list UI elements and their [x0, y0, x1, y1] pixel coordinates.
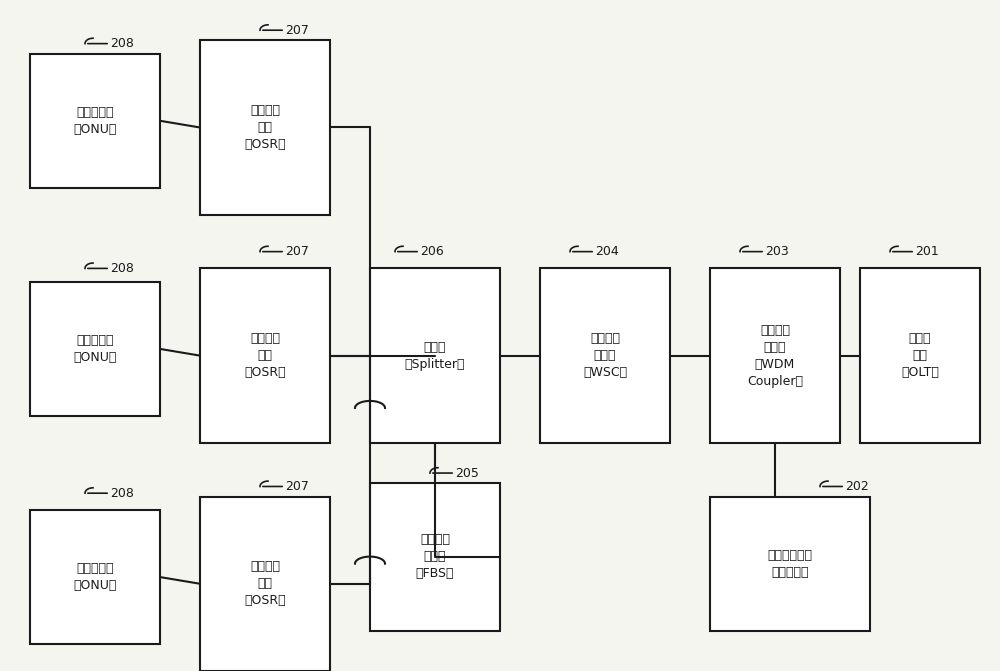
Text: 207: 207 [285, 480, 309, 493]
Text: 光网络单元
（ONU）: 光网络单元 （ONU） [73, 562, 117, 592]
FancyBboxPatch shape [200, 497, 330, 671]
FancyBboxPatch shape [540, 268, 670, 443]
Text: 光选择路
由器
（OSR）: 光选择路 由器 （OSR） [244, 560, 286, 607]
Text: 201: 201 [915, 245, 939, 258]
FancyBboxPatch shape [860, 268, 980, 443]
Text: 光线路
终端
（OLT）: 光线路 终端 （OLT） [901, 332, 939, 379]
Text: 207: 207 [285, 245, 309, 258]
Text: 光网络单元
（ONU）: 光网络单元 （ONU） [73, 106, 117, 136]
Text: 208: 208 [110, 486, 134, 500]
FancyBboxPatch shape [710, 268, 840, 443]
Text: 分支光纤
选择器
（FBS）: 分支光纤 选择器 （FBS） [416, 533, 454, 580]
Text: 光选择路
由器
（OSR）: 光选择路 由器 （OSR） [244, 104, 286, 151]
Text: 波长选择
耦合器
（WSC）: 波长选择 耦合器 （WSC） [583, 332, 627, 379]
Text: 207: 207 [285, 23, 309, 37]
Text: 光选择路
由器
（OSR）: 光选择路 由器 （OSR） [244, 332, 286, 379]
Text: 波分复用
耦合器
（WDM
Coupler）: 波分复用 耦合器 （WDM Coupler） [747, 323, 803, 388]
Text: 208: 208 [110, 262, 134, 275]
Text: 204: 204 [595, 245, 619, 258]
FancyBboxPatch shape [200, 40, 330, 215]
FancyBboxPatch shape [710, 497, 870, 631]
FancyBboxPatch shape [30, 54, 160, 188]
FancyBboxPatch shape [30, 510, 160, 644]
Text: 202: 202 [845, 480, 869, 493]
FancyBboxPatch shape [200, 268, 330, 443]
Text: 206: 206 [420, 245, 444, 258]
Text: 长发光光网络
单元隔离器: 长发光光网络 单元隔离器 [767, 549, 812, 578]
Text: 208: 208 [110, 37, 134, 50]
Text: 203: 203 [765, 245, 789, 258]
FancyBboxPatch shape [370, 268, 500, 443]
Text: 分光器
（Splitter）: 分光器 （Splitter） [405, 341, 465, 370]
Text: 205: 205 [455, 466, 479, 480]
FancyBboxPatch shape [30, 282, 160, 416]
Text: 光网络单元
（ONU）: 光网络单元 （ONU） [73, 334, 117, 364]
FancyBboxPatch shape [370, 483, 500, 631]
